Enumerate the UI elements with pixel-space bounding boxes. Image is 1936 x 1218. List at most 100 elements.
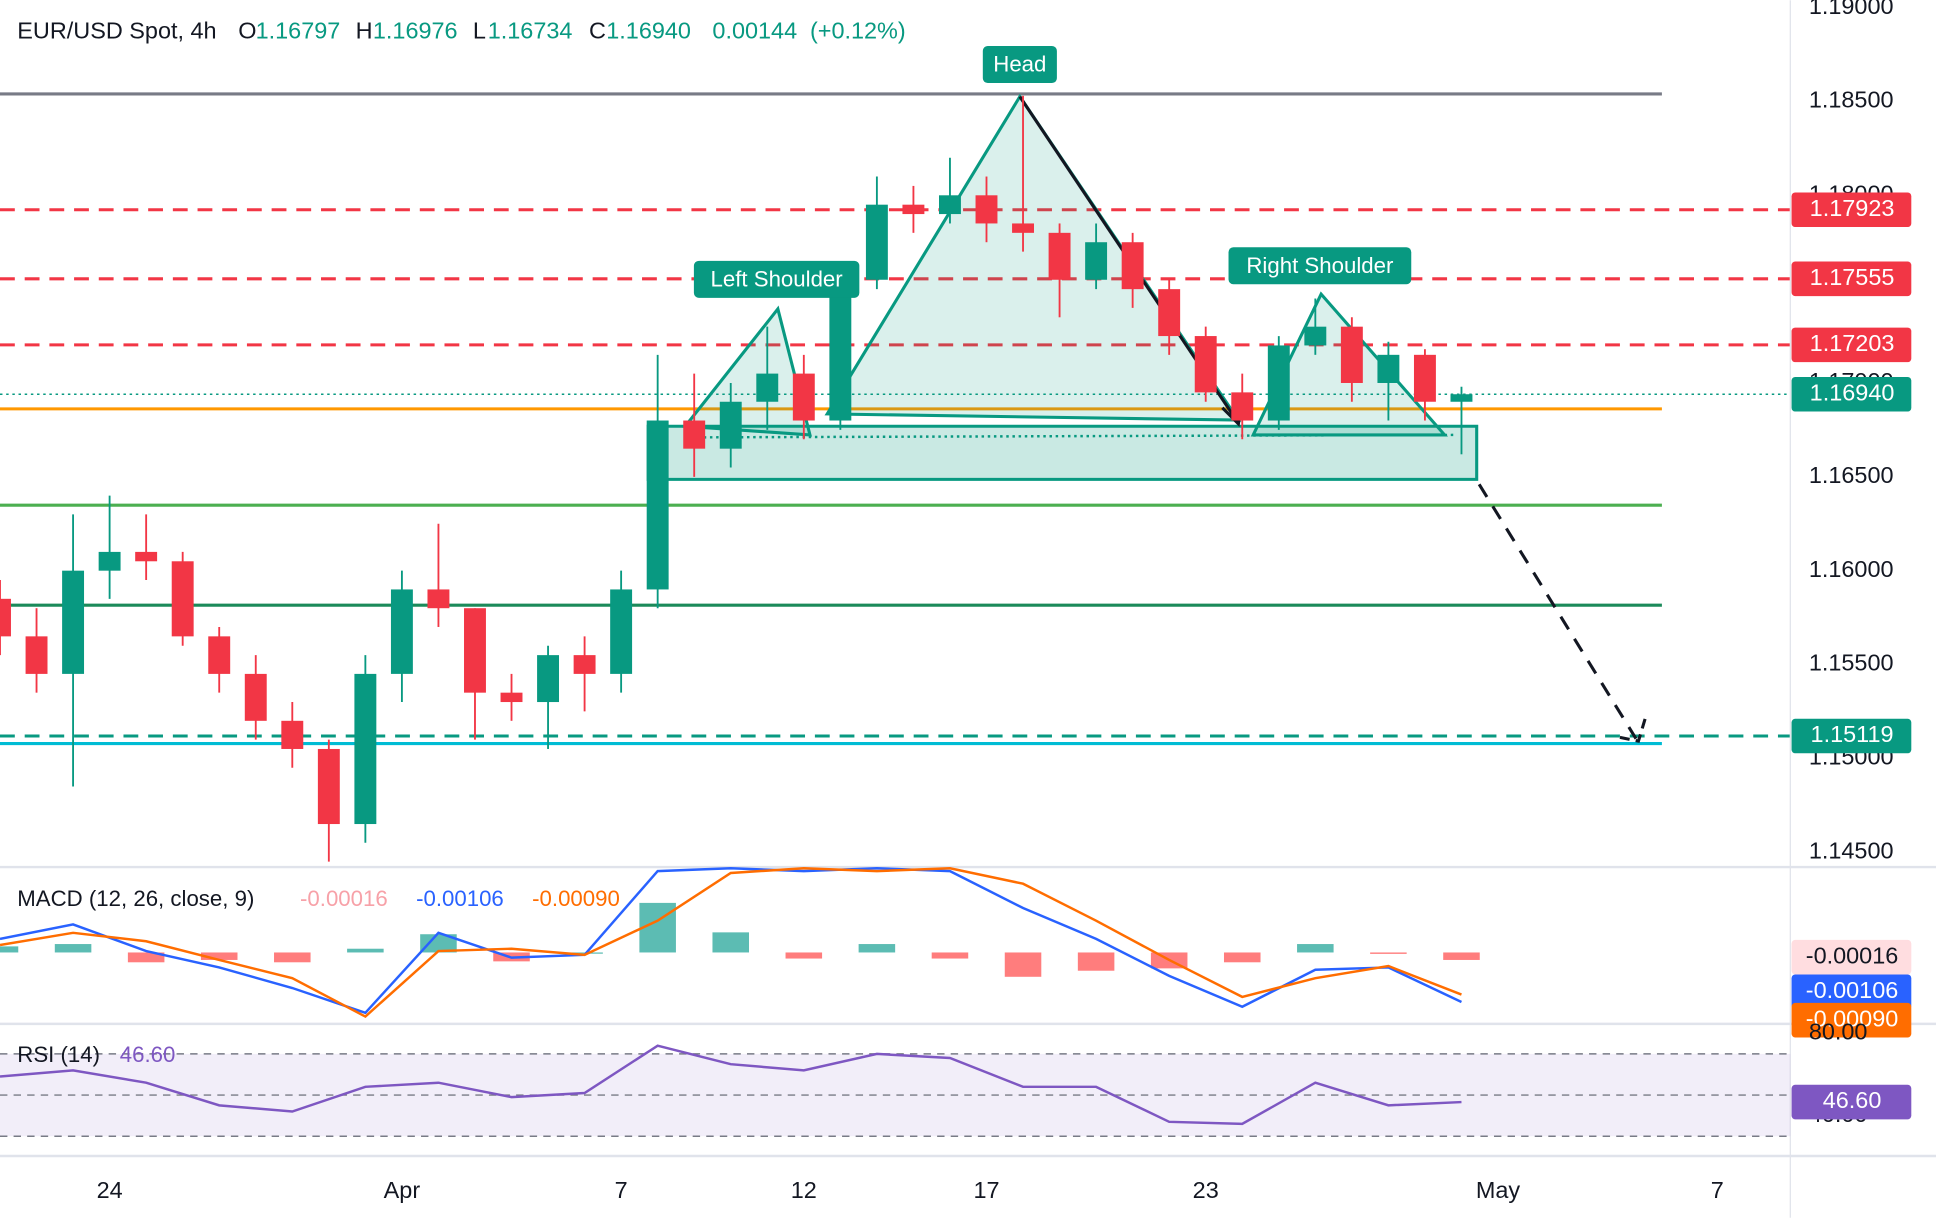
candles: [0, 95, 1473, 862]
value-label: -0.00090: [1806, 1005, 1899, 1031]
indicator-line: [0, 867, 1462, 1019]
value-label-box: [1791, 1002, 1912, 1038]
histogram-bar: [420, 934, 457, 953]
candle-body: [1377, 354, 1400, 383]
histogram-bar: [0, 946, 19, 953]
label-box: [982, 45, 1057, 84]
histogram-bar: [347, 948, 384, 953]
candle-body: [171, 561, 194, 637]
candle-body: [427, 589, 450, 609]
value-label-box: [1791, 939, 1912, 975]
x-tick-label: Apr: [384, 1177, 421, 1203]
histogram-bar: [931, 952, 969, 959]
candle-body: [756, 373, 779, 402]
value-label: 46.60: [1823, 1087, 1882, 1113]
histogram-bar: [54, 944, 92, 953]
close-value: 1.16940: [606, 18, 691, 44]
candle-body: [0, 598, 11, 637]
candle-body: [500, 692, 523, 703]
symbol-title: EUR/USD Spot, 4h: [17, 18, 216, 44]
candle-body: [610, 589, 633, 674]
x-tick-label: 12: [791, 1177, 817, 1203]
low-key: L: [473, 18, 486, 44]
legend-value: -0.00106: [416, 886, 504, 911]
high-key: H: [356, 18, 373, 44]
histogram-bar: [127, 952, 165, 963]
candle-body: [1267, 345, 1290, 421]
value-label: -0.00016: [1806, 942, 1899, 968]
candle-body: [62, 570, 85, 674]
x-tick-label: May: [1476, 1177, 1521, 1203]
y-tick-label: 1.16000: [1809, 556, 1894, 582]
candle-body: [1340, 326, 1363, 383]
levels: [0, 92, 1791, 746]
histogram-bar: [785, 952, 823, 959]
candle-body: [792, 373, 815, 421]
price-label: 1.17555: [1810, 264, 1895, 290]
price-label: 1.15119: [1811, 721, 1894, 747]
candle-body: [1121, 242, 1144, 290]
price-label-box: [1791, 718, 1912, 754]
candle-body: [975, 195, 998, 224]
price-label-box: [1791, 192, 1912, 228]
price-label-box: [1791, 327, 1912, 363]
candle-body: [390, 589, 413, 674]
open-value: 1.16797: [256, 18, 341, 44]
histogram-bar: [200, 952, 238, 960]
indicator-line: [0, 867, 1463, 1015]
pattern-labels: Head Left Shoulder Right Shoulder: [693, 45, 1412, 298]
left-shoulder-shape: [682, 305, 812, 437]
histogram-bar: [1370, 952, 1407, 954]
candle-body: [1012, 223, 1034, 233]
candle-body: [573, 655, 596, 674]
y-tick-label: 1.18500: [1809, 87, 1894, 113]
y-tick-label: 1.19000: [1809, 0, 1894, 19]
left-shoulder-label: Left Shoulder: [711, 266, 844, 291]
candle-body: [98, 551, 121, 571]
label-box: [1228, 247, 1412, 285]
candle-body: [1413, 354, 1436, 402]
y-tick-label: 1.14500: [1809, 837, 1894, 863]
candle-body: [1231, 392, 1254, 421]
y-tick-label: 1.15500: [1809, 650, 1894, 676]
candle-body: [902, 204, 925, 215]
y-tick-label: 1.16500: [1809, 462, 1894, 488]
axes: 1.190001.185001.180001.175001.170001.165…: [97, 0, 1912, 1203]
candle-body: [938, 195, 961, 215]
low-value: 1.16734: [488, 18, 573, 44]
candle-body: [244, 673, 267, 721]
candle-body: [281, 720, 304, 749]
candle-body: [1194, 336, 1217, 393]
x-tick-label: 23: [1193, 1177, 1219, 1203]
candle-body: [317, 748, 340, 825]
histogram-bar: [1077, 952, 1115, 971]
right-shoulder-label: Right Shoulder: [1246, 253, 1394, 278]
legend-value: -0.00090: [532, 886, 620, 911]
candle-body: [1085, 242, 1108, 280]
indicator-title: MACD (12, 26, close, 9): [17, 886, 254, 911]
histogram-bar: [1223, 952, 1261, 963]
x-tick-label: 7: [1711, 1177, 1724, 1203]
indicator-title: RSI (14): [17, 1042, 100, 1067]
price-label: 1.17203: [1810, 330, 1895, 356]
histogram-bar: [858, 944, 896, 953]
value-label-box: [1791, 1084, 1912, 1120]
value-label: -0.00106: [1806, 977, 1899, 1003]
high-value: 1.16976: [373, 18, 458, 44]
histogram-bar: [274, 952, 311, 963]
close-key: C: [589, 18, 606, 44]
price-label-box: [1791, 261, 1912, 297]
target-arrow-head: [1619, 715, 1648, 743]
x-tick-label: 24: [97, 1177, 123, 1203]
candle-body: [646, 420, 669, 590]
rsi-band: [0, 1053, 1791, 1137]
histogram-bar: [1443, 952, 1480, 960]
label-box: [693, 260, 860, 298]
histogram-bar: [1004, 952, 1042, 977]
x-tick-label: 7: [615, 1177, 628, 1203]
rsi-line: [0, 1044, 1462, 1126]
legend-value: -0.00016: [300, 886, 388, 911]
candle-body: [865, 204, 888, 280]
head-label: Head: [993, 52, 1046, 77]
